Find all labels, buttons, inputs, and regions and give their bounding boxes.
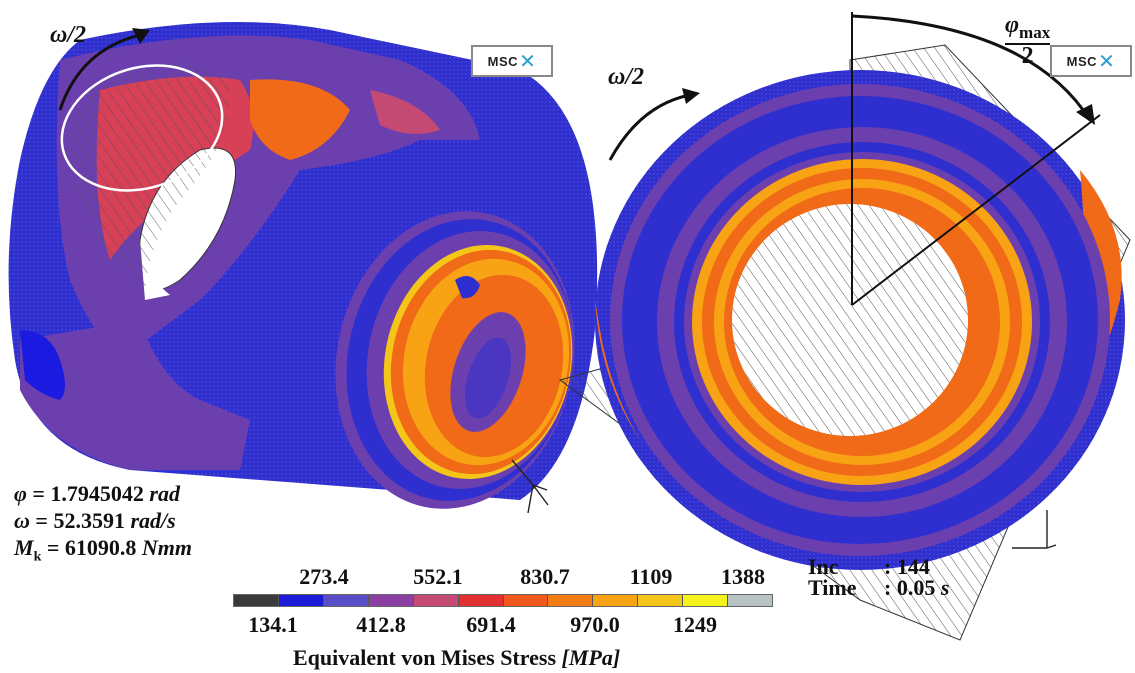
legend-swatch bbox=[548, 595, 594, 606]
phi-max-denominator: 2 bbox=[1005, 42, 1051, 68]
legend-swatch bbox=[593, 595, 639, 606]
time-label: Time bbox=[808, 575, 857, 600]
left-shaft-model bbox=[8, 22, 598, 514]
phi-unit: rad bbox=[149, 481, 180, 506]
msc-logo-right: MSC ✕ bbox=[1050, 45, 1132, 77]
legend-tick: 412.8 bbox=[356, 612, 406, 637]
left-orange-zone bbox=[250, 79, 350, 160]
right-ring-model bbox=[558, 12, 1131, 641]
legend-tick: 134.1 bbox=[248, 612, 298, 637]
inc-row: Inc : 144 bbox=[808, 554, 949, 579]
time-row: Time : 0.05 s bbox=[808, 575, 950, 600]
legend-swatch bbox=[413, 595, 459, 606]
moment-subscript: k bbox=[33, 549, 42, 565]
legend-swatch bbox=[323, 595, 369, 606]
simulation-parameters: φ = 1.7945042 rad ω = 52.3591 rad/s Mk =… bbox=[14, 480, 192, 570]
phi-max-sub: max bbox=[1019, 22, 1051, 42]
moment-symbol: M bbox=[14, 535, 34, 560]
legend-swatch bbox=[683, 595, 729, 606]
left-blue-patch bbox=[20, 330, 65, 400]
legend-swatch bbox=[458, 595, 504, 606]
legend-swatch bbox=[368, 595, 414, 606]
phi-symbol: φ bbox=[1005, 12, 1020, 38]
omega-row: ω = 52.3591 rad/s bbox=[14, 507, 192, 534]
legend-tick: 552.1 bbox=[413, 564, 463, 589]
phi-row: φ = 1.7945042 rad bbox=[14, 480, 192, 507]
omega-half-label-right: ω/2 bbox=[608, 64, 645, 90]
phi-symbol: φ bbox=[14, 481, 27, 506]
msc-logo-text: MSC bbox=[1066, 53, 1098, 69]
legend-swatch bbox=[234, 595, 279, 606]
moment-unit: Nmm bbox=[141, 535, 193, 560]
legend-swatch bbox=[638, 595, 684, 606]
legend-swatch bbox=[278, 595, 324, 606]
legend-title: Equivalent von Mises Stress [MPa] bbox=[293, 645, 620, 671]
left-axis-triad bbox=[511, 459, 549, 514]
time-value: : 0.05 bbox=[884, 575, 941, 600]
legend-tick: 1109 bbox=[629, 564, 673, 589]
msc-logo-left: MSC ✕ bbox=[471, 45, 553, 77]
phi-max-arc bbox=[851, 14, 1092, 121]
omega-unit: rad/s bbox=[130, 508, 176, 533]
legend-unit: [MPa] bbox=[561, 645, 621, 670]
msc-logo-mark: ✕ bbox=[519, 50, 537, 73]
inc-label: Inc bbox=[808, 554, 839, 579]
omega-symbol: ω bbox=[14, 508, 30, 533]
rotation-arrow-right bbox=[608, 93, 691, 161]
inc-value: : 144 bbox=[884, 554, 930, 579]
legend-tick: 691.4 bbox=[466, 612, 516, 637]
time-unit: s bbox=[940, 575, 950, 600]
legend-tick: 1388 bbox=[721, 564, 765, 589]
legend-tick: 1249 bbox=[673, 612, 717, 637]
legend-swatch bbox=[503, 595, 549, 606]
legend-tick: 273.4 bbox=[299, 564, 349, 589]
phi-value: = 1.7945042 bbox=[26, 481, 150, 506]
legend-swatch bbox=[728, 595, 773, 606]
increment-info: Inc : 144 Time : 0.05 s bbox=[808, 554, 950, 600]
msc-logo-mark: ✕ bbox=[1098, 50, 1116, 73]
legend-tick: 830.7 bbox=[520, 564, 570, 589]
omega-value: = 52.3591 bbox=[29, 508, 131, 533]
msc-logo-text: MSC bbox=[487, 53, 519, 69]
section-ellipse bbox=[60, 64, 224, 192]
moment-row: Mk = 61090.8 Nmm bbox=[14, 534, 192, 570]
legend-color-bar bbox=[233, 594, 773, 607]
omega-half-label-left: ω/2 bbox=[50, 22, 87, 48]
stress-legend: 273.4 552.1 830.7 1109 1388 134.1 412.8 … bbox=[233, 564, 773, 638]
legend-bottom-ticks: 134.1 412.8 691.4 970.0 1249 bbox=[233, 612, 773, 638]
right-axis-triad bbox=[1012, 510, 1057, 549]
rotation-arrow-left bbox=[58, 33, 141, 111]
legend-tick: 970.0 bbox=[570, 612, 620, 637]
legend-title-text: Equivalent von Mises Stress bbox=[293, 645, 562, 670]
phi-max-half-label: φmax 2 bbox=[1005, 12, 1051, 68]
moment-value: = 61090.8 bbox=[41, 535, 142, 560]
legend-top-ticks: 273.4 552.1 830.7 1109 1388 bbox=[233, 564, 773, 590]
